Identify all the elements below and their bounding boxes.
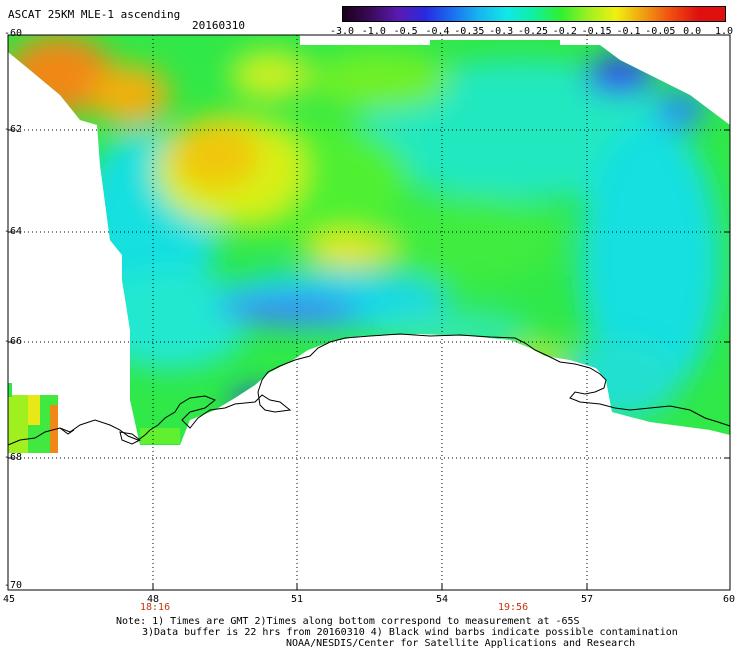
colorbar-segment bbox=[561, 7, 589, 21]
lat-label-66: -66 bbox=[4, 336, 23, 347]
colorbar-tick-label: -0.4 bbox=[425, 26, 450, 37]
colorbar-tick-label: -0.1 bbox=[616, 26, 641, 37]
lat-label-68: -68 bbox=[4, 452, 23, 463]
colorbar-segment bbox=[397, 7, 425, 21]
lon-label-54: 54 bbox=[436, 594, 449, 605]
lat-label-62: -62 bbox=[4, 124, 23, 135]
colorbar-tick-label: -3.0 bbox=[329, 26, 355, 37]
note-line-1: Note: 1) Times are GMT 2)Times along bot… bbox=[116, 616, 580, 627]
colorbar-segment bbox=[370, 7, 398, 21]
lon-label-45: 45 bbox=[3, 594, 16, 605]
map-frame bbox=[7, 34, 731, 591]
lat-label-64: -64 bbox=[4, 226, 23, 237]
colorbar-tick-label: -0.05 bbox=[645, 26, 676, 37]
lon-label-60: 60 bbox=[723, 594, 736, 605]
colorbar-segment bbox=[643, 7, 671, 21]
time-label-1816: 18:16 bbox=[140, 602, 171, 613]
product-date: 20160310 bbox=[192, 19, 245, 32]
colorbar-segment bbox=[479, 7, 507, 21]
colorbar-segment bbox=[533, 7, 562, 21]
lon-label-51: 51 bbox=[291, 594, 304, 605]
colorbar-segment bbox=[424, 7, 453, 21]
note-line-3: NOAA/NESDIS/Center for Satellite Applica… bbox=[286, 638, 636, 649]
antarctic-coastline bbox=[7, 333, 731, 446]
lat-label-70: -70 bbox=[4, 580, 23, 591]
colorbar-tick-label: -0.35 bbox=[454, 26, 485, 37]
colorbar bbox=[342, 6, 726, 22]
time-label-1956: 19:56 bbox=[498, 602, 529, 613]
colorbar-tick-label: -0.5 bbox=[393, 26, 418, 37]
colorbar-segment bbox=[506, 7, 534, 21]
colorbar-segment bbox=[588, 7, 616, 21]
edge-data-patch bbox=[8, 383, 180, 453]
colorbar-tick-label: 1.0 bbox=[714, 26, 734, 37]
note-line-2: 3)Data buffer is 22 hrs from 20160310 4)… bbox=[142, 627, 678, 638]
colorbar-tick-label: -0.3 bbox=[489, 26, 514, 37]
colorbar-tick-label: -0.15 bbox=[581, 26, 612, 37]
lat-label-60: -60 bbox=[4, 28, 23, 39]
colorbar-tick-label: 0.0 bbox=[683, 26, 702, 37]
colorbar-segment bbox=[615, 7, 644, 21]
product-title: ASCAT 25KM MLE-1 ascending bbox=[8, 8, 181, 21]
lon-label-57: 57 bbox=[581, 594, 594, 605]
grid-lines bbox=[8, 35, 730, 590]
data-field bbox=[8, 35, 730, 445]
colorbar-segment bbox=[670, 7, 698, 21]
colorbar-segment bbox=[343, 7, 371, 21]
colorbar-tick-label: -1.0 bbox=[361, 26, 386, 37]
lon-label-48: 48 bbox=[147, 594, 160, 605]
colorbar-segment bbox=[452, 7, 480, 21]
colorbar-segment bbox=[697, 7, 725, 21]
colorbar-tick-label: -0.2 bbox=[552, 26, 577, 37]
colorbar-tick-label: -0.25 bbox=[517, 26, 549, 37]
